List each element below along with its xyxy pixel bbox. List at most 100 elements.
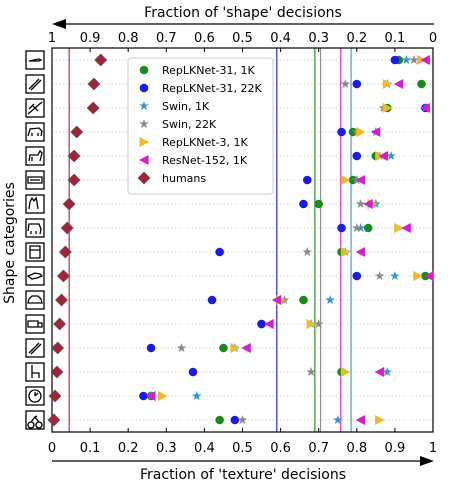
icon-glyph bbox=[28, 58, 43, 62]
data-point bbox=[401, 55, 412, 65]
series-5 bbox=[146, 55, 434, 425]
icon-glyph bbox=[28, 342, 42, 355]
knife-icon bbox=[25, 50, 45, 70]
series-4 bbox=[157, 55, 427, 425]
data-point bbox=[355, 415, 366, 425]
data-point bbox=[50, 365, 64, 379]
data-point bbox=[67, 173, 81, 187]
icon-glyph bbox=[27, 223, 42, 235]
data-point bbox=[355, 247, 366, 257]
icon-glyph bbox=[27, 415, 43, 429]
legend-label: humans bbox=[162, 172, 206, 185]
car-icon bbox=[25, 290, 45, 310]
data-point bbox=[355, 175, 366, 185]
axes: 0 0.1 0.2 0.3 0.4 0.5 0.6 0.7 0.8 0.9 1 1 0.9 0.8 0.7 0… bbox=[48, 31, 437, 456]
top-tick-label: 0.8 bbox=[118, 31, 139, 46]
legend-box bbox=[127, 57, 274, 195]
data-point bbox=[67, 149, 81, 163]
data-point bbox=[70, 125, 84, 139]
data-point bbox=[420, 103, 430, 113]
chair-icon bbox=[25, 362, 45, 382]
top-axis-title: Fraction of 'shape' decisions bbox=[144, 5, 342, 21]
top-tick-label: 0.4 bbox=[270, 31, 291, 46]
data-point bbox=[51, 341, 65, 355]
data-point bbox=[325, 295, 335, 305]
data-point bbox=[47, 413, 61, 427]
data-point bbox=[370, 127, 381, 137]
icon-frame bbox=[25, 338, 45, 358]
data-point bbox=[340, 367, 351, 377]
category-icons bbox=[25, 50, 45, 430]
data-point bbox=[299, 295, 308, 305]
data-point bbox=[393, 79, 404, 89]
icon-frame bbox=[25, 410, 45, 430]
data-point bbox=[401, 223, 411, 233]
data-point bbox=[157, 391, 168, 401]
data-point bbox=[237, 415, 248, 425]
data-point bbox=[62, 197, 76, 211]
cat-icon bbox=[25, 194, 45, 214]
legend-label: Swin, 22K bbox=[162, 118, 217, 131]
top-tick-label: 0.3 bbox=[308, 31, 329, 46]
data-point bbox=[382, 79, 393, 89]
legend-label: RepLKNet-31, 1K bbox=[162, 64, 256, 77]
data-point bbox=[139, 391, 148, 401]
legend-label: RepLKNet-3, 1K bbox=[162, 136, 249, 149]
icon-glyph bbox=[28, 389, 42, 403]
data-point bbox=[374, 367, 385, 377]
icon-glyph bbox=[28, 149, 43, 162]
bottom-tick-label: 1 bbox=[429, 441, 437, 456]
icon-frame bbox=[25, 74, 45, 94]
legend-marker bbox=[139, 65, 149, 75]
bottle-icon bbox=[25, 74, 45, 94]
data-point bbox=[271, 295, 282, 305]
data-point bbox=[215, 247, 224, 257]
data-point bbox=[48, 389, 62, 403]
data-point bbox=[53, 317, 67, 331]
data-point bbox=[424, 271, 434, 281]
icon-glyph bbox=[27, 176, 43, 184]
legend-marker bbox=[137, 171, 151, 185]
data-point bbox=[378, 151, 388, 161]
icon-frame bbox=[25, 290, 45, 310]
data-point bbox=[87, 77, 101, 91]
data-point bbox=[60, 221, 74, 235]
elephant-icon bbox=[25, 218, 45, 238]
data-point bbox=[192, 391, 202, 401]
top-tick-label: 0.2 bbox=[346, 31, 367, 46]
top-tick-label: 0.9 bbox=[80, 31, 101, 46]
data-point bbox=[340, 175, 351, 185]
airplane-icon bbox=[25, 98, 45, 118]
data-point bbox=[394, 223, 404, 233]
top-tick-label: 0 bbox=[429, 31, 437, 46]
bottom-tick-label: 0 bbox=[48, 441, 56, 456]
data-point bbox=[219, 343, 228, 353]
top-arrow-head bbox=[52, 19, 66, 29]
data-point bbox=[355, 223, 366, 233]
data-point bbox=[420, 55, 430, 65]
data-point bbox=[382, 367, 393, 377]
data-point bbox=[86, 101, 100, 115]
icon-glyph bbox=[27, 320, 43, 328]
bird-icon bbox=[25, 266, 45, 286]
data-point bbox=[352, 79, 362, 89]
series-6 bbox=[47, 53, 108, 427]
data-point bbox=[332, 415, 343, 425]
data-point bbox=[230, 343, 240, 353]
legend-label: ResNet-152, 1K bbox=[162, 154, 248, 167]
data-point bbox=[390, 271, 400, 281]
data-point bbox=[94, 53, 108, 67]
icon-frame bbox=[25, 314, 45, 334]
legend-marker bbox=[139, 101, 149, 111]
data-point bbox=[302, 247, 313, 257]
legend-marker bbox=[139, 83, 149, 93]
top-tick-label: 0.7 bbox=[156, 31, 177, 46]
data-point bbox=[57, 269, 70, 283]
bicycle-icon bbox=[25, 410, 45, 430]
bottom-tick-label: 0.2 bbox=[118, 441, 139, 456]
icon-frame bbox=[25, 194, 45, 214]
data-point bbox=[363, 199, 373, 209]
icon-glyph bbox=[29, 245, 41, 259]
data-point bbox=[314, 199, 324, 209]
oven-icon bbox=[25, 242, 45, 262]
